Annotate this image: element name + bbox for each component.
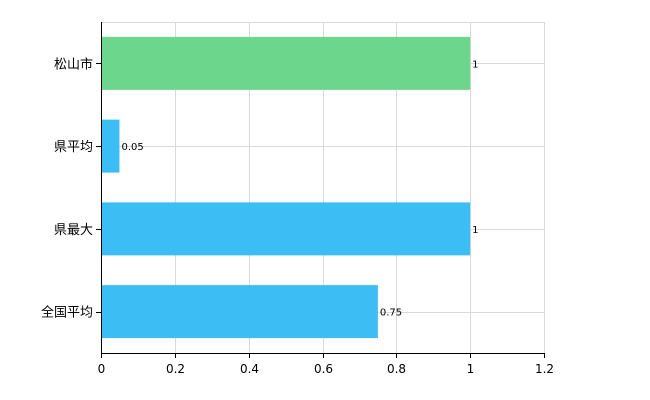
data-label: 1 bbox=[472, 59, 478, 70]
x-tick-label: 0.6 bbox=[314, 362, 333, 376]
x-tick-label: 0.2 bbox=[166, 362, 185, 376]
category-label: 県最大 bbox=[54, 223, 93, 238]
bar-3 bbox=[102, 202, 471, 256]
x-tick-label: 0.4 bbox=[240, 362, 259, 376]
bar-2 bbox=[102, 119, 120, 173]
data-label: 0.05 bbox=[121, 142, 143, 153]
x-tick-label: 1 bbox=[467, 362, 475, 376]
bar-4 bbox=[102, 285, 378, 339]
bar-1 bbox=[102, 36, 471, 90]
x-tick-label: 0 bbox=[98, 362, 106, 376]
bars bbox=[102, 36, 471, 339]
axes bbox=[96, 22, 545, 358]
data-label: 1 bbox=[472, 225, 478, 236]
category-label: 県平均 bbox=[54, 140, 93, 155]
labels: 0 0.2 0.4 0.6 0.8 1 1.2 松山市 1 県平均 0.05 県最大 1 全国平均 0.75 bbox=[41, 56, 554, 376]
x-tick-label: 1.2 bbox=[535, 362, 554, 376]
category-label: 松山市 bbox=[54, 56, 93, 72]
category-label: 全国平均 bbox=[41, 305, 93, 321]
data-label: 0.75 bbox=[380, 308, 402, 319]
x-tick-label: 0.8 bbox=[387, 362, 406, 376]
